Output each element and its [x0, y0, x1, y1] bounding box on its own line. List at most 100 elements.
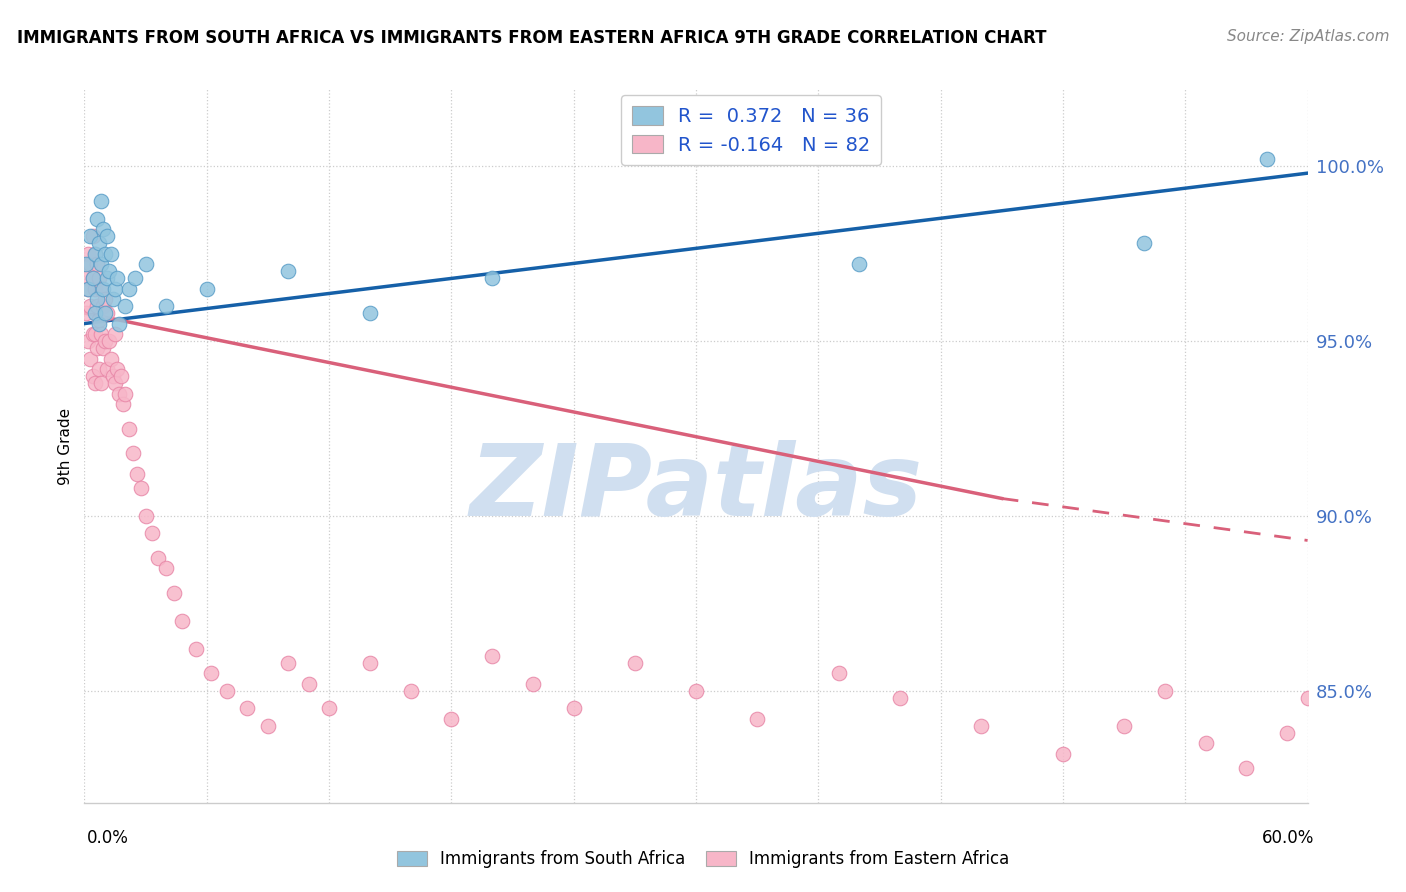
Point [200, 666, 222, 681]
Point [1114, 719, 1136, 733]
Point [83, 376, 105, 390]
Point [1337, 719, 1360, 733]
Point [141, 526, 163, 541]
Point [86, 341, 108, 355]
Point [101, 369, 124, 384]
Point [155, 561, 177, 575]
Legend: R =  0.372   N = 36, R = -0.164   N = 82: R = 0.372 N = 36, R = -0.164 N = 82 [621, 95, 882, 165]
Point [747, 712, 769, 726]
Point [112, 397, 135, 411]
Point [163, 586, 186, 600]
Point [1378, 712, 1400, 726]
Point [91, 341, 114, 355]
Point [93, 292, 117, 306]
Point [91, 282, 114, 296]
Point [970, 719, 993, 733]
Point [90, 376, 112, 390]
Point [318, 701, 340, 715]
Text: IMMIGRANTS FROM SOUTH AFRICA VS IMMIGRANTS FROM EASTERN AFRICA 9TH GRADE CORRELA: IMMIGRANTS FROM SOUTH AFRICA VS IMMIGRAN… [17, 29, 1046, 46]
Point [79, 299, 101, 313]
Point [79, 257, 101, 271]
Point [100, 351, 122, 366]
Point [1296, 690, 1319, 705]
Point [105, 362, 128, 376]
Point [86, 299, 108, 313]
Point [155, 299, 177, 313]
Point [87, 271, 110, 285]
Point [1317, 754, 1340, 768]
Point [1154, 684, 1177, 698]
Point [124, 271, 146, 285]
Point [90, 282, 112, 296]
Point [105, 271, 128, 285]
Point [97, 264, 120, 278]
Point [118, 421, 141, 435]
Point [277, 656, 299, 670]
Legend: Immigrants from South Africa, Immigrants from Eastern Africa: Immigrants from South Africa, Immigrants… [391, 844, 1015, 875]
Point [75, 257, 97, 271]
Point [108, 386, 131, 401]
Point [83, 327, 105, 342]
Point [87, 317, 110, 331]
Y-axis label: 9th Grade: 9th Grade [58, 408, 73, 484]
Point [87, 236, 110, 251]
Point [889, 690, 911, 705]
Point [82, 369, 104, 384]
Point [146, 550, 169, 565]
Point [75, 271, 97, 285]
Point [172, 614, 194, 628]
Point [87, 362, 110, 376]
Point [91, 222, 114, 236]
Point [1133, 236, 1156, 251]
Point [104, 376, 127, 390]
Point [186, 641, 208, 656]
Point [93, 306, 117, 320]
Point [104, 282, 127, 296]
Point [77, 334, 100, 348]
Point [522, 677, 544, 691]
Point [77, 282, 100, 296]
Point [108, 317, 131, 331]
Point [96, 229, 118, 244]
Point [1236, 761, 1258, 775]
Text: 60.0%: 60.0% [1263, 829, 1315, 847]
Point [685, 684, 707, 698]
Point [114, 386, 136, 401]
Point [481, 648, 503, 663]
Point [440, 712, 463, 726]
Point [87, 313, 110, 327]
Point [82, 271, 104, 285]
Point [1195, 736, 1218, 750]
Text: 0.0%: 0.0% [87, 829, 129, 847]
Point [100, 246, 122, 260]
Point [127, 467, 149, 481]
Point [1256, 152, 1278, 166]
Point [236, 701, 259, 715]
Point [104, 327, 127, 342]
Point [83, 246, 105, 260]
Point [77, 246, 100, 260]
Text: Source: ZipAtlas.com: Source: ZipAtlas.com [1226, 29, 1389, 44]
Point [114, 299, 136, 313]
Text: ZIPatlas: ZIPatlas [470, 441, 922, 537]
Point [96, 271, 118, 285]
Point [481, 271, 503, 285]
Point [93, 334, 117, 348]
Point [359, 306, 381, 320]
Point [118, 282, 141, 296]
Point [83, 306, 105, 320]
Point [562, 701, 585, 715]
Point [217, 684, 239, 698]
Point [77, 282, 100, 296]
Point [86, 292, 108, 306]
Point [1052, 747, 1074, 761]
Point [1399, 736, 1406, 750]
Point [101, 292, 124, 306]
Point [277, 264, 299, 278]
Point [75, 306, 97, 320]
Point [82, 229, 104, 244]
Point [90, 194, 112, 208]
Point [83, 282, 105, 296]
Point [96, 362, 118, 376]
Point [91, 299, 114, 313]
